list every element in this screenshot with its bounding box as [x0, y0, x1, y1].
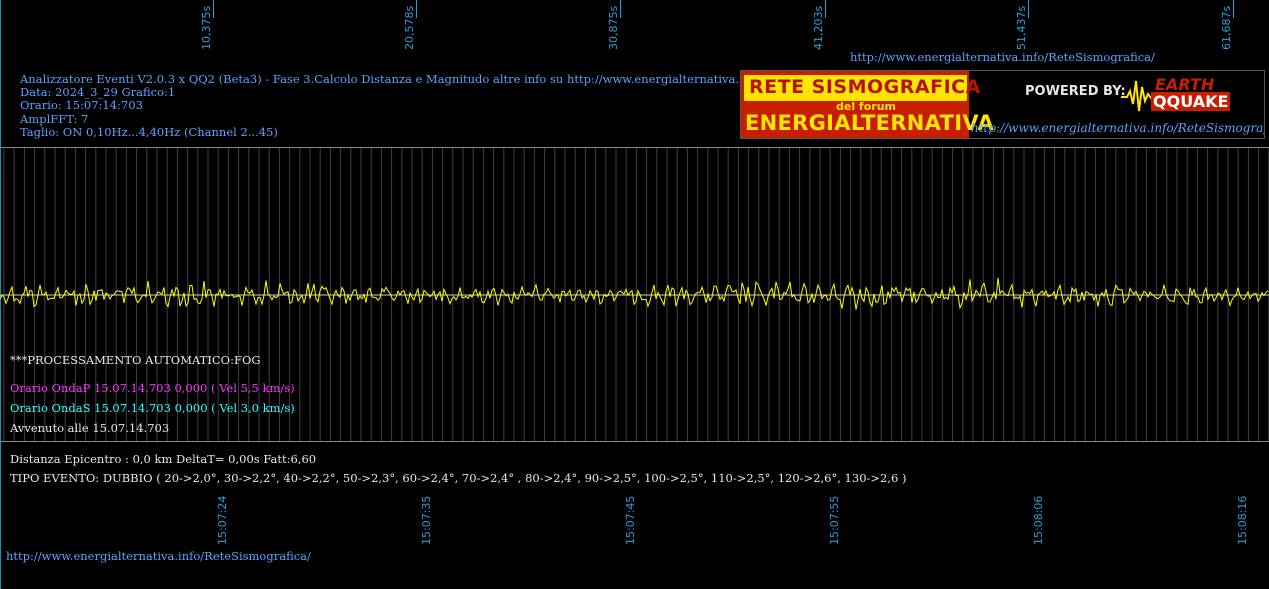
logo-line1: RETE SISMOGRAFICA — [749, 76, 981, 98]
logo-powered-by: POWERED BY: — [1025, 84, 1126, 99]
top-tick — [620, 0, 621, 18]
header-date: Data: 2024_3_29 Grafico:1 — [20, 85, 176, 100]
logo-brand-qquake: QQUAKE — [1151, 92, 1231, 111]
seismogram-chart — [0, 148, 1269, 441]
onda-s-time: Orario OndaS 15.07.14.703 0,000 ( Vel 3,… — [10, 401, 295, 415]
header-info: Analizzatore Eventi V2.0.3 x QQ2 (Beta3)… — [20, 72, 821, 139]
bottom-time-label: 15:08:16 — [1236, 495, 1249, 545]
seismic-trace — [0, 277, 1269, 310]
top-time-label: 41,203s — [812, 5, 825, 50]
top-time-label: 20,578s — [403, 5, 416, 50]
bottom-time-label: 15:08:06 — [1032, 495, 1045, 545]
event-time: Avvenuto alle 15.07.14.703 — [10, 421, 170, 435]
logo-yellow-band — [744, 75, 967, 101]
top-tick — [1028, 0, 1029, 18]
top-tick — [825, 0, 826, 18]
logo-brand-earth: EARTH — [1155, 75, 1215, 94]
chart-top-divider — [0, 147, 1269, 148]
logo-url-link[interactable]: http://www.energialternativa.info/ReteSi… — [971, 121, 1265, 135]
bottom-time-label: 15:07:24 — [216, 495, 229, 545]
top-url-link[interactable]: http://www.energialternativa.info/ReteSi… — [850, 50, 1155, 64]
top-tick — [1233, 0, 1234, 18]
top-time-label: 61,687s — [1220, 5, 1233, 50]
header-title: Analizzatore Eventi V2.0.3 x QQ2 (Beta3)… — [20, 72, 821, 86]
top-tick — [213, 0, 214, 18]
logo-line2: del forum — [836, 100, 896, 113]
top-time-label: 30,875s — [607, 5, 620, 50]
header-filter: Taglio: ON 0,10Hz...4,40Hz (Channel 2...… — [20, 124, 278, 139]
top-tick — [416, 0, 417, 18]
bottom-url-link[interactable]: http://www.energialternativa.info/ReteSi… — [6, 549, 311, 563]
processing-status: ***PROCESSAMENTO AUTOMATICO:FOG — [10, 353, 261, 367]
top-time-label: 10,375s — [200, 5, 213, 50]
bottom-time-label: 15:07:45 — [624, 495, 637, 545]
header-time: Orario: 15:07:14:703 — [20, 98, 143, 113]
top-time-label: 51,437s — [1015, 5, 1028, 50]
onda-p-time: Orario OndaP 15.07.14.703 0,000 ( Vel 5,… — [10, 381, 295, 395]
rete-sismografica-logo: RETE SISMOGRAFICA del forum ENERGIALTERN… — [740, 70, 1265, 139]
logo-line3: ENERGIALTERNATIVA — [745, 111, 994, 135]
event-type: TIPO EVENTO: DUBBIO ( 20->2,0°, 30->2,2°… — [10, 471, 907, 485]
chart-bottom-divider — [0, 441, 1269, 442]
epicenter-distance: Distanza Epicentro : 0,0 km DeltaT= 0,00… — [10, 452, 317, 466]
header-amplfft: AmplFFT: 7 — [20, 111, 89, 126]
bottom-time-label: 15:07:35 — [420, 495, 433, 545]
bottom-time-label: 15:07:55 — [828, 495, 841, 545]
